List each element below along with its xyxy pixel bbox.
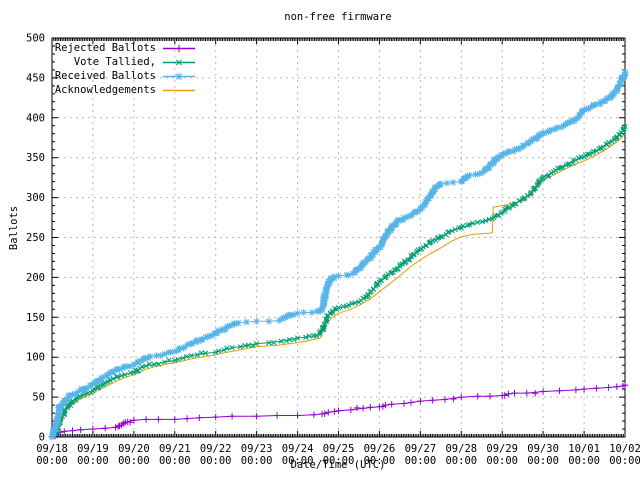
legend-label: Vote Tallied,	[73, 56, 156, 68]
y-tick-label: 0	[39, 432, 45, 444]
legend-label: Rejected Ballots	[54, 42, 156, 54]
legend: Rejected Ballots Vote Tallied, Received …	[52, 41, 196, 97]
x-tick-time-label: 00:00	[241, 455, 273, 467]
legend-sample-line	[163, 44, 195, 52]
x-tick-date-label: 09/22	[200, 443, 232, 455]
x-tick-time-label: 00:00	[323, 455, 355, 467]
series-markers-received-ballots	[48, 68, 629, 441]
x-tick-time-label: 00:00	[405, 455, 437, 467]
x-tick-time-label: 00:00	[200, 455, 232, 467]
x-tick-time-label: 00:00	[282, 455, 314, 467]
x-tick-date-label: 09/30	[527, 443, 559, 455]
y-tick-label: 100	[26, 352, 45, 364]
legend-entry-vote-tallied: Vote Tallied,	[52, 55, 196, 69]
x-tick-date-label: 10/02	[609, 443, 640, 455]
y-tick-label: 250	[26, 232, 45, 244]
y-tick-label: 400	[26, 112, 45, 124]
x-axis-title: Date/Time (UTC)	[290, 459, 386, 471]
y-axis-title: Ballots	[8, 205, 20, 251]
x-tick-time-label: 00:00	[609, 455, 640, 467]
chart-title: non-free firmware	[284, 11, 392, 23]
x-tick-time-label: 00:00	[527, 455, 559, 467]
legend-entry-rejected-ballots: Rejected Ballots	[52, 41, 196, 55]
x-tick-date-label: 09/28	[445, 443, 477, 455]
legend-entry-acknowledgements: Acknowledgements	[52, 83, 196, 97]
y-tick-label: 200	[26, 272, 45, 284]
y-tick-label: 150	[26, 312, 45, 324]
x-tick-time-label: 00:00	[159, 455, 191, 467]
x-tick-date-label: 09/23	[241, 443, 273, 455]
legend-sample-line	[163, 89, 195, 91]
y-tick-label: 50	[32, 392, 45, 404]
legend-label: Received Ballots	[54, 70, 156, 82]
series-line-vote-tallied	[51, 126, 626, 438]
x-tick-date-label: 09/19	[77, 443, 109, 455]
x-tick-time-label: 00:00	[445, 455, 477, 467]
y-tick-label: 350	[26, 152, 45, 164]
legend-sample-line	[163, 58, 195, 66]
x-tick-date-label: 09/24	[282, 443, 314, 455]
x-tick-date-label: 09/26	[364, 443, 396, 455]
x-tick-date-label: 09/27	[405, 443, 437, 455]
x-tick-time-label: 00:00	[118, 455, 150, 467]
x-tick-date-label: 09/20	[118, 443, 150, 455]
x-tick-date-label: 09/21	[159, 443, 191, 455]
legend-label: Acknowledgements	[54, 84, 156, 96]
x-tick-date-label: 09/29	[486, 443, 518, 455]
y-tick-label: 300	[26, 192, 45, 204]
legend-entry-received-ballots: Received Ballots	[52, 69, 196, 83]
x-tick-date-label: 10/01	[568, 443, 600, 455]
x-tick-time-label: 00:00	[77, 455, 109, 467]
y-tick-label: 450	[26, 72, 45, 84]
grid-lines	[52, 38, 625, 437]
x-tick-time-label: 00:00	[364, 455, 396, 467]
x-tick-date-label: 09/25	[323, 443, 355, 455]
x-tick-time-label: 00:00	[36, 455, 68, 467]
x-tick-time-label: 00:00	[568, 455, 600, 467]
legend-sample-line	[163, 72, 195, 80]
plot-border	[51, 37, 626, 438]
x-tick-date-label: 09/18	[36, 443, 68, 455]
x-tick-time-label: 00:00	[486, 455, 518, 467]
y-tick-label: 500	[26, 33, 45, 45]
